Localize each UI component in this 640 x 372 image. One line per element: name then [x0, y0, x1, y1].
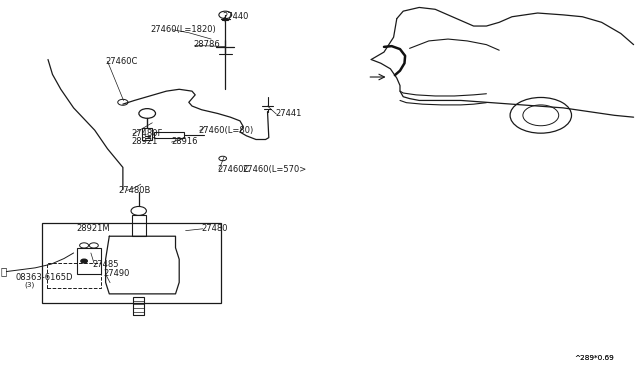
Text: Ⓢ: Ⓢ [0, 266, 6, 276]
Text: (3): (3) [24, 281, 35, 288]
Text: 28786: 28786 [193, 40, 220, 49]
Text: 27460(L=80): 27460(L=80) [198, 126, 253, 135]
Bar [142, 128, 152, 140]
Text: 27440: 27440 [223, 12, 249, 21]
Bar [42, 223, 221, 303]
Bar [132, 215, 146, 236]
Text: 27441: 27441 [275, 109, 301, 118]
Circle shape [81, 259, 87, 263]
Bar [47, 263, 101, 288]
Text: 27480: 27480 [202, 224, 228, 233]
Text: 27460(L=1820): 27460(L=1820) [150, 25, 216, 34]
Text: 27460(L=570>: 27460(L=570> [242, 165, 306, 174]
Text: 27460C: 27460C [218, 165, 250, 174]
Text: ^289*0.69: ^289*0.69 [575, 355, 614, 361]
Text: 27480B: 27480B [118, 186, 151, 195]
Text: ^289*0.69: ^289*0.69 [575, 355, 614, 361]
Text: 27485: 27485 [93, 260, 119, 269]
Bar [154, 132, 184, 138]
Bar [77, 248, 101, 274]
Text: 27490: 27490 [104, 269, 130, 278]
Text: 28921M: 28921M [77, 224, 111, 233]
Text: 28921: 28921 [131, 137, 157, 146]
Text: 27460C: 27460C [106, 57, 138, 66]
Text: 28916: 28916 [172, 137, 198, 146]
Text: 27480F: 27480F [131, 129, 163, 138]
Text: 08363-6165D: 08363-6165D [16, 273, 74, 282]
Bar [133, 297, 145, 315]
